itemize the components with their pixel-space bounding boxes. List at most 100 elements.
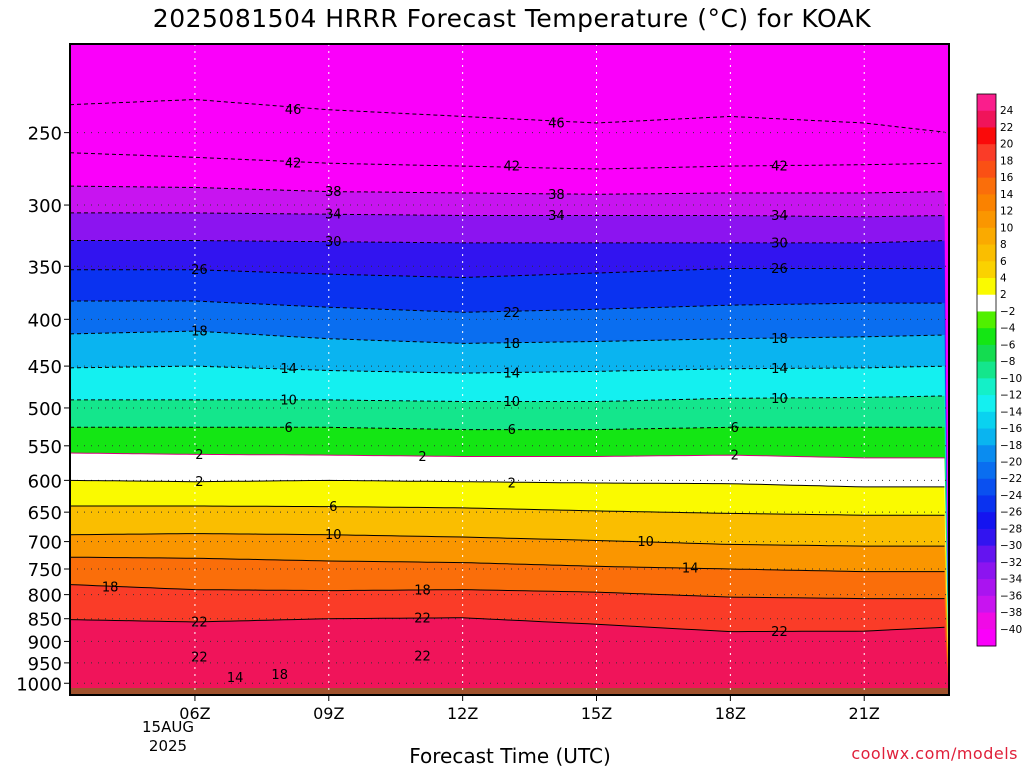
colorbar-tick-label: −40	[1000, 624, 1022, 636]
isotherm-label: 14	[280, 362, 297, 377]
colorbar-tick-label: −28	[1000, 523, 1022, 535]
isotherm-label: 34	[325, 208, 342, 223]
isotherm-label: 22	[414, 650, 431, 665]
colorbar-tick-label: 22	[1000, 122, 1013, 134]
colorbar-swatch	[977, 211, 996, 229]
isotherm-22	[70, 617, 945, 633]
x-tick-label: 12Z	[447, 704, 478, 723]
isotherm-label: 22	[414, 611, 431, 626]
isotherm-2	[70, 479, 945, 488]
pressure-axis: 2503003504004505005506006507007508008509…	[16, 124, 70, 695]
chart-title: 2025081504 HRRR Forecast Temperature (°C…	[152, 4, 872, 33]
colorbar-swatch	[977, 629, 996, 647]
colorbar-tick-label: −26	[1000, 507, 1022, 519]
colorbar-tick-label: 2	[1000, 289, 1007, 301]
x-tick-label: 09Z	[313, 704, 344, 723]
date-year-label: 2025	[148, 737, 188, 755]
isotherm-label: 14	[503, 367, 520, 382]
colorbar-tick-label: −10	[1000, 373, 1022, 385]
isotherm-label: 2	[195, 475, 203, 490]
colorbar-swatch	[977, 94, 996, 112]
colorbar-swatch	[977, 528, 996, 547]
colorbar-tick-label: −14	[1000, 406, 1022, 418]
colorbar-tick-label: −32	[1000, 557, 1022, 569]
isotherm--30	[70, 240, 945, 244]
colorbar-swatch	[977, 261, 996, 279]
isotherm-label: 26	[771, 262, 788, 277]
colorbar-tick-label: −34	[1000, 574, 1022, 586]
isotherm-label: 22	[503, 306, 520, 321]
isotherm-label: 10	[325, 528, 342, 543]
x-axis-label: Forecast Time (UTC)	[409, 744, 611, 768]
isotherm-label: 18	[271, 668, 288, 683]
colorbar-tick-label: 4	[1000, 273, 1007, 285]
isotherm--10	[70, 395, 945, 402]
colorbar-tick-label: −6	[1000, 339, 1016, 351]
isotherm-label: 18	[191, 325, 208, 340]
isotherm-label: 34	[548, 209, 565, 224]
colorbar-tick-label: −36	[1000, 590, 1022, 602]
isotherm-label: 22	[191, 615, 208, 630]
colorbar-tick-label: −20	[1000, 457, 1022, 469]
site-credit: coolwx.com/models	[851, 744, 1018, 763]
isotherm-lines	[70, 98, 945, 633]
isotherm--34	[70, 212, 945, 218]
isotherm-label: 14	[771, 362, 788, 377]
colorbar-swatch	[977, 328, 996, 346]
isotherm-label: 10	[280, 393, 297, 408]
x-tick-label: 21Z	[849, 704, 880, 723]
isotherm-label: 42	[503, 160, 520, 175]
colorbar-tick-label: 24	[1000, 105, 1014, 117]
colorbar-swatch	[977, 144, 996, 162]
isotherm-label: 10	[503, 395, 520, 410]
isotherm-label: 6	[284, 421, 292, 436]
time-axis: 06Z 09Z 12Z 15Z 18Z 21Z	[179, 695, 880, 723]
colorbar-swatch	[977, 612, 996, 630]
colorbar-tick-label: 18	[1000, 155, 1013, 167]
colorbar-swatch	[977, 478, 996, 496]
colorbar-swatch	[977, 462, 996, 480]
isotherm-10	[70, 533, 945, 547]
x-tick-label: 18Z	[715, 704, 746, 723]
colorbar-tick-label: −16	[1000, 423, 1022, 435]
y-tick-label: 950	[28, 654, 62, 675]
colorbar-swatch	[977, 445, 996, 463]
y-tick-label: 300	[28, 196, 62, 217]
colorbar-swatch	[977, 278, 996, 296]
y-tick-label: 850	[28, 610, 62, 631]
colorbar-swatch	[977, 294, 996, 312]
isotherm-6	[70, 505, 945, 516]
colorbar-swatch	[977, 495, 996, 513]
isotherm-14	[70, 556, 945, 573]
isotherm--22	[70, 300, 945, 313]
isotherm--26	[70, 268, 945, 279]
colorbar-swatch	[977, 411, 996, 430]
colorbar-tick-label: −8	[1000, 356, 1015, 368]
y-tick-label: 550	[28, 437, 62, 458]
colorbar-tick-label: −30	[1000, 540, 1022, 552]
isotherm-label: 38	[548, 188, 565, 203]
colorbar-tick-label: 16	[1000, 172, 1014, 184]
temperature-field	[70, 44, 949, 695]
isotherm-label: 2	[418, 450, 426, 465]
isotherm-label: 6	[508, 423, 516, 438]
date-day-label: 15AUG	[142, 718, 194, 736]
band-22	[70, 617, 949, 695]
isotherm--46	[70, 98, 945, 133]
colorbar-swatch	[977, 194, 996, 212]
isotherm-label: 10	[771, 392, 788, 407]
isotherm-label: 2	[731, 449, 739, 464]
isotherm-label: 2	[195, 448, 203, 463]
isotherm-label: 18	[414, 584, 431, 599]
y-tick-label: 750	[28, 560, 62, 581]
isotherm-label: 6	[329, 500, 337, 515]
colorbar-swatch	[977, 395, 996, 413]
y-tick-label: 800	[28, 586, 62, 607]
isotherm-label: 22	[191, 650, 208, 665]
colorbar-tick-label: −22	[1000, 473, 1022, 485]
colorbar-swatch	[977, 378, 996, 396]
colorbar-swatch	[977, 160, 996, 179]
colorbar: 24 22 20 18 16 14 12 10 8 6 4 2 −2 −4 −6 −8 −10 −12 −14 −16…	[976, 93, 1022, 647]
